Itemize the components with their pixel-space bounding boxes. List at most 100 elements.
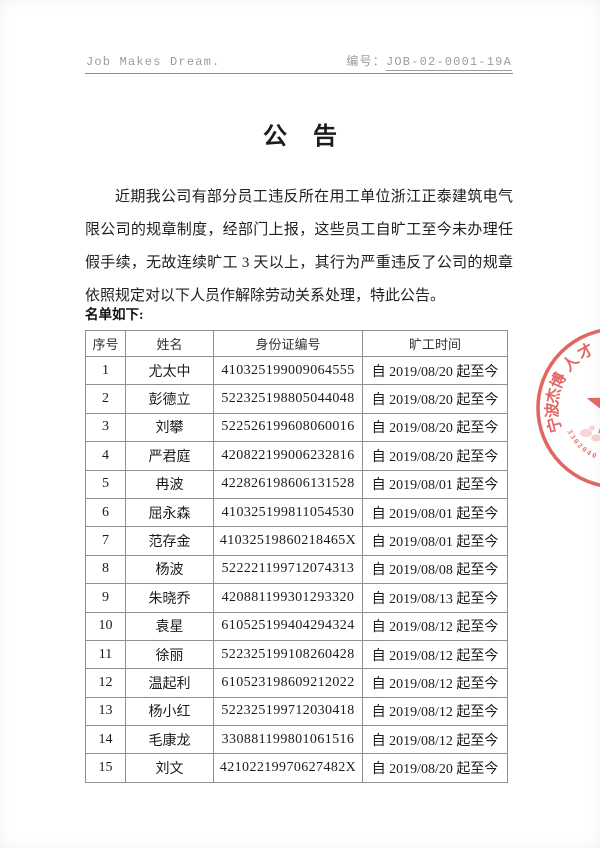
row-index-cell: 4	[85, 441, 126, 471]
row-index-cell: 15	[85, 753, 126, 783]
absence-period-cell: 自 2019/08/12 起至今	[362, 725, 508, 755]
id-number-cell: 41032519860218465X	[213, 526, 363, 556]
column-header-id: 身份证编号	[213, 330, 363, 357]
document-number-label: 编号：	[346, 55, 386, 69]
roster-label: 名单如下:	[85, 307, 144, 322]
table-row: 9 朱晓乔 420881199301293320 自 2019/08/13 起至今	[85, 583, 508, 613]
absence-period-cell: 自 2019/08/20 起至今	[362, 753, 508, 783]
id-number-cell: 410325199009064555	[213, 355, 363, 386]
table-header-row: 序号 姓名 身份证编号 旷工时间	[85, 330, 508, 357]
id-number-cell: 610523198609212022	[213, 668, 363, 698]
row-index-cell: 14	[85, 725, 126, 755]
table-row: 14 毛康龙 330881199801061516 自 2019/08/12 起至今	[85, 725, 508, 755]
table-row: 5 冉波 422826198606131528 自 2019/08/01 起至今	[85, 469, 508, 499]
table-row: 11 徐丽 522325199108260428 自 2019/08/12 起至今	[85, 639, 508, 670]
seal-char: 杰	[542, 386, 564, 405]
table-row: 2 彭德立 522325198805044048 自 2019/08/20 起至今	[85, 384, 508, 414]
id-number-cell: 330881199801061516	[213, 725, 363, 755]
row-index-cell: 1	[85, 355, 126, 386]
id-number-cell: 522325199108260428	[213, 639, 363, 670]
name-cell: 严君庭	[125, 441, 214, 471]
absence-period-cell: 自 2019/08/01 起至今	[362, 497, 508, 528]
table-row: 1 尤太中 410325199009064555 自 2019/08/20 起至今	[85, 355, 508, 386]
name-cell: 温起利	[125, 668, 214, 698]
absence-period-cell: 自 2019/08/12 起至今	[362, 668, 508, 698]
seal-char: 宁	[543, 415, 565, 435]
name-cell: 刘攀	[125, 412, 214, 443]
table-row: 4 严君庭 420822199006232816 自 2019/08/20 起至今	[85, 441, 508, 471]
name-cell: 尤太中	[125, 355, 214, 386]
row-index-cell: 7	[85, 526, 126, 556]
row-index-cell: 6	[85, 497, 126, 528]
row-index-cell: 9	[85, 583, 126, 613]
absence-period-cell: 自 2019/08/01 起至今	[362, 526, 508, 556]
table-row: 7 范存金 41032519860218465X 自 2019/08/01 起至今	[85, 526, 508, 556]
page-header: Job Makes Dream. 编号：JOB-02-0001-19A	[86, 52, 512, 71]
absence-period-cell: 自 2019/08/01 起至今	[362, 469, 508, 499]
name-cell: 毛康龙	[125, 725, 214, 755]
paragraph-line: 依照规定对以下人员作解除劳动关系处理，特此公告。	[85, 288, 446, 304]
absence-period-cell: 自 2019/08/20 起至今	[362, 355, 508, 386]
dismissal-roster-table: 序号 姓名 身份证编号 旷工时间 1 尤太中 410325199009064555 自…	[85, 330, 508, 783]
id-number-cell: 522221199712074313	[213, 554, 363, 585]
absence-period-cell: 自 2019/08/20 起至今	[362, 384, 508, 414]
absence-period-cell: 自 2019/08/20 起至今	[362, 441, 508, 471]
official-seal-stamp: 宁 波 杰 博 人 才 3302040	[536, 329, 600, 487]
paragraph-line: 假手续，无故连续旷工 3 天以上，其行为严重违反了公司的规章制度，	[85, 255, 513, 271]
id-number-cell: 422826198606131528	[213, 469, 363, 499]
absence-period-cell: 自 2019/08/12 起至今	[362, 696, 508, 727]
id-number-cell: 522325199712030418	[213, 696, 363, 727]
header-slogan: Job Makes Dream.	[86, 55, 221, 69]
name-cell: 刘文	[125, 753, 214, 783]
document-number: 编号：JOB-02-0001-19A	[346, 52, 512, 71]
row-index-cell: 5	[85, 469, 126, 499]
table-row: 8 杨波 522221199712074313 自 2019/08/08 起至今	[85, 554, 508, 585]
name-cell: 范存金	[125, 526, 214, 556]
header-divider	[85, 73, 513, 74]
announcement-paragraph: 近期我公司有部分员工违反所在用工单位浙江正泰建筑电气有 限公司的规章制度，经部门…	[85, 181, 513, 313]
seal-smudge	[580, 425, 600, 442]
table-row: 3 刘攀 522526199608060016 自 2019/08/20 起至今	[85, 412, 508, 443]
absence-period-cell: 自 2019/08/20 起至今	[362, 412, 508, 443]
name-cell: 彭德立	[125, 384, 214, 414]
row-index-cell: 12	[85, 668, 126, 698]
name-cell: 杨小红	[125, 696, 214, 727]
name-cell: 徐丽	[125, 639, 214, 670]
paragraph-line: 限公司的规章制度，经部门上报，这些员工自旷工至今未办理任何请	[85, 222, 513, 238]
name-cell: 朱晓乔	[125, 583, 214, 613]
row-index-cell: 13	[85, 696, 126, 727]
row-index-cell: 2	[85, 384, 126, 414]
name-cell: 杨波	[125, 554, 214, 585]
table-body: 1 尤太中 410325199009064555 自 2019/08/20 起至今 2 彭…	[85, 355, 508, 783]
id-number-cell: 410325199811054530	[213, 497, 363, 528]
id-number-cell: 42102219970627482X	[213, 753, 363, 783]
name-cell: 冉波	[125, 469, 214, 499]
name-cell: 袁星	[125, 611, 214, 641]
document-number-value: JOB-02-0001-19A	[385, 55, 512, 71]
seal-ring	[536, 329, 600, 487]
absence-period-cell: 自 2019/08/08 起至今	[362, 554, 508, 585]
row-index-cell: 11	[85, 639, 126, 670]
id-number-cell: 420822199006232816	[213, 441, 363, 471]
table-row: 13 杨小红 522325199712030418 自 2019/08/12 起至今	[85, 696, 508, 727]
table-row: 15 刘文 42102219970627482X 自 2019/08/20 起至今	[85, 753, 508, 783]
paragraph-line: 近期我公司有部分员工违反所在用工单位浙江正泰建筑电气有	[115, 189, 513, 205]
id-number-cell: 610525199404294324	[213, 611, 363, 641]
page-title: 公 告	[263, 124, 347, 150]
seal-star-icon	[586, 397, 600, 434]
column-header-index: 序号	[85, 330, 126, 357]
column-header-name: 姓名	[125, 330, 214, 357]
table-row: 6 屈永森 410325199811054530 自 2019/08/01 起至今	[85, 497, 508, 528]
column-header-absence: 旷工时间	[362, 330, 508, 357]
id-number-cell: 522526199608060016	[213, 412, 363, 443]
id-number-cell: 420881199301293320	[213, 583, 363, 613]
id-number-cell: 522325198805044048	[213, 384, 363, 414]
absence-period-cell: 自 2019/08/13 起至今	[362, 583, 508, 613]
table-row: 12 温起利 610523198609212022 自 2019/08/12 起至今	[85, 668, 508, 698]
absence-period-cell: 自 2019/08/12 起至今	[362, 611, 508, 641]
absence-period-cell: 自 2019/08/12 起至今	[362, 639, 508, 670]
row-index-cell: 10	[85, 611, 126, 641]
table-row: 10 袁星 610525199404294324 自 2019/08/12 起至今	[85, 611, 508, 641]
row-index-cell: 8	[85, 554, 126, 585]
